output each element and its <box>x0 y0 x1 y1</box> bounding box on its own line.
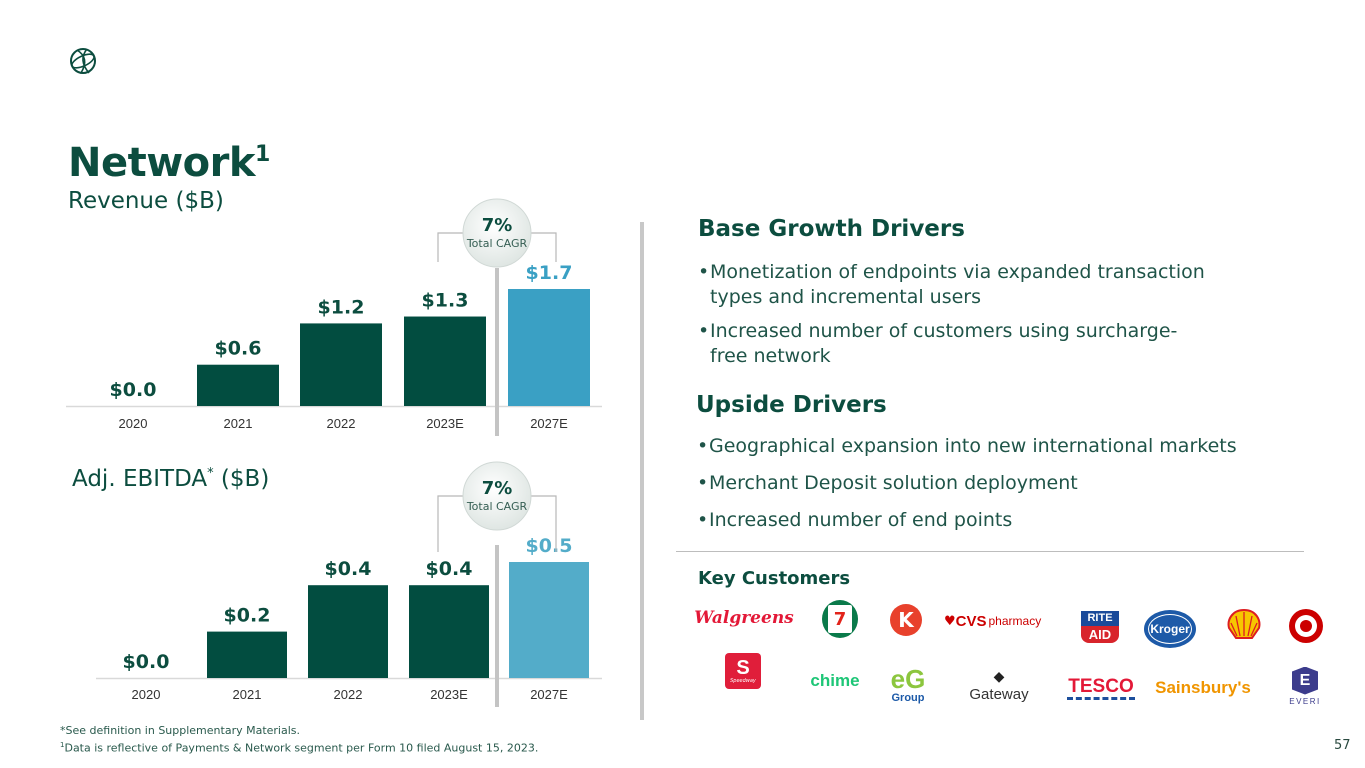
ebitda-chart-title: Adj. EBITDA* ($B) <box>72 466 270 492</box>
circle-k-logo: K <box>890 604 922 636</box>
cagr-value: 7% <box>482 215 513 236</box>
data-label: $0.0 <box>123 651 170 673</box>
footnote-data-source: 1Data is reflective of Payments & Networ… <box>60 741 539 755</box>
x-tick-label: 2027E <box>530 416 568 431</box>
speedway-logo: S Speedway <box>725 653 761 689</box>
footnotes: *See definition in Supplementary Materia… <box>60 724 538 756</box>
data-label: $0.4 <box>426 558 473 580</box>
bar <box>207 631 287 678</box>
base-growth-bullet: •Increased number of customers using sur… <box>698 320 1178 367</box>
vertical-divider <box>640 222 644 720</box>
globe-icon <box>70 48 96 74</box>
x-tick-label: 2023E <box>430 687 468 702</box>
section-separator <box>676 551 1304 552</box>
bar <box>508 289 590 406</box>
cagr-bubble <box>462 198 532 268</box>
page-title: Network1 <box>68 140 270 186</box>
base-growth-bullet: •Monetization of endpoints via expanded … <box>698 261 1205 308</box>
footnote-ebitda: *See definition in Supplementary Materia… <box>60 724 301 737</box>
forecast-divider <box>495 545 499 707</box>
bar <box>404 316 486 406</box>
data-label: $1.3 <box>422 290 469 312</box>
x-tick-label: 2022 <box>334 687 363 702</box>
target-logo <box>1289 609 1323 643</box>
cvs-pharmacy-logo: ♥ CVS pharmacy <box>944 612 1042 630</box>
chime-logo: chime <box>810 671 860 690</box>
x-tick-label: 2027E <box>530 687 568 702</box>
x-tick-label: 2023E <box>426 416 464 431</box>
data-label: $1.2 <box>318 296 365 318</box>
bar <box>197 364 279 406</box>
data-label: $0.6 <box>215 338 262 360</box>
bar <box>409 585 489 678</box>
forecast-divider <box>495 268 499 436</box>
bar <box>509 562 589 678</box>
revenue-chart: $0.0 2020 $0.6 2021 $1.2 2022 $1.3 2023E $1.7 202… <box>66 198 602 436</box>
x-tick-label: 2021 <box>233 687 262 702</box>
cagr-label: Total CAGR <box>466 237 528 250</box>
charts-area: $0.0 2020 $0.6 2021 $1.2 2022 $1.3 2023E $1.7 202… <box>66 198 602 707</box>
shell-logo <box>1227 608 1261 639</box>
bar <box>300 323 382 406</box>
seven-eleven-logo: 7 <box>822 600 858 638</box>
data-label: $0.0 <box>110 379 157 401</box>
sainsburys-logo: Sainsbury's <box>1155 678 1251 697</box>
x-tick-label: 2021 <box>224 416 253 431</box>
everi-logo: E EVERI <box>1283 664 1327 708</box>
cagr-bubble <box>462 461 532 531</box>
tesco-logo: TESCO <box>1064 674 1138 702</box>
gateway-logo: ◆ Gateway <box>969 669 1029 703</box>
data-label: $0.5 <box>526 535 573 557</box>
key-customers-heading: Key Customers <box>698 568 851 589</box>
revenue-chart-title: Revenue ($B) <box>68 188 224 214</box>
data-label: $1.7 <box>526 262 573 284</box>
kroger-logo: Kroger <box>1144 610 1196 648</box>
eg-group-logo: eG Group <box>890 664 926 704</box>
ebitda-chart: $0.0 2020 $0.2 2021 $0.4 2022 $0.4 2023E $0.5 202… <box>96 461 602 707</box>
x-tick-label: 2020 <box>132 687 161 702</box>
walgreens-logo: Walgreens <box>694 608 794 628</box>
page-number: 57 <box>1334 738 1351 753</box>
rite-aid-logo: RITE AID <box>1081 609 1119 645</box>
upside-bullet: •Merchant Deposit solution deployment <box>697 472 1078 494</box>
data-label: $0.4 <box>325 558 372 580</box>
title-footnote-marker: 1 <box>255 142 270 167</box>
cagr-value: 7% <box>482 478 513 499</box>
x-tick-label: 2022 <box>327 416 356 431</box>
upside-bullet: •Geographical expansion into new interna… <box>697 435 1237 457</box>
cagr-label: Total CAGR <box>466 500 528 513</box>
upside-drivers-heading: Upside Drivers <box>696 392 887 418</box>
bar <box>308 585 388 678</box>
x-tick-label: 2020 <box>119 416 148 431</box>
data-label: $0.2 <box>224 605 271 627</box>
base-growth-heading: Base Growth Drivers <box>698 216 965 242</box>
upside-bullet: •Increased number of end points <box>697 509 1013 531</box>
